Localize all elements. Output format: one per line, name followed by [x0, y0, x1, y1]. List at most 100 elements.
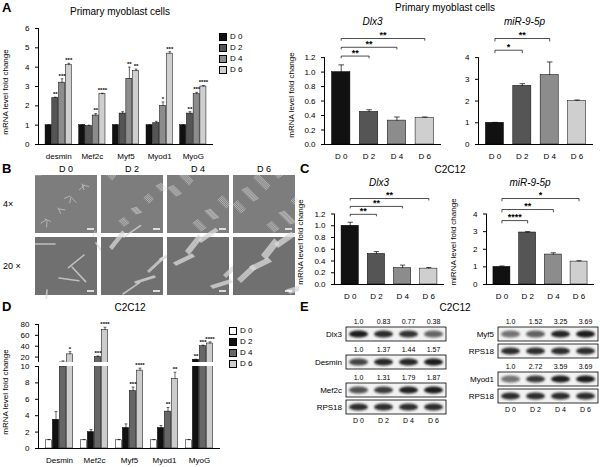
svg-text:D 0: D 0: [505, 406, 516, 413]
svg-text:0: 0: [25, 140, 30, 149]
svg-text:**: **: [166, 401, 171, 407]
svg-text:1.0: 1.0: [506, 318, 516, 325]
svg-text:0.4: 0.4: [304, 111, 316, 120]
svg-text:****: ****: [135, 362, 145, 368]
svg-text:Mef2c: Mef2c: [320, 386, 342, 395]
svg-text:3: 3: [465, 75, 470, 84]
svg-text:D 2: D 2: [516, 152, 529, 161]
svg-text:1.0: 1.0: [314, 221, 326, 230]
svg-text:RPS18: RPS18: [469, 347, 495, 356]
svg-text:6: 6: [25, 24, 30, 33]
svg-text:Desmin: Desmin: [315, 358, 342, 367]
svg-text:2: 2: [465, 97, 470, 106]
svg-text:80: 80: [21, 320, 30, 329]
svg-text:D 4: D 4: [543, 152, 556, 161]
svg-text:0.38: 0.38: [427, 318, 441, 325]
svg-text:1: 1: [25, 121, 30, 130]
svg-text:D 0: D 0: [489, 152, 502, 161]
svg-text:***: ***: [94, 350, 102, 356]
svg-text:D 4: D 4: [547, 292, 560, 301]
svg-text:1.87: 1.87: [427, 374, 441, 381]
svg-text:D 6: D 6: [428, 417, 439, 424]
svg-text:****: ****: [508, 212, 523, 222]
svg-text:2.72: 2.72: [529, 363, 543, 370]
svg-text:**: **: [373, 198, 381, 208]
svg-text:60: 60: [21, 331, 30, 340]
svg-text:0.6: 0.6: [314, 245, 326, 254]
svg-text:1.0: 1.0: [304, 68, 316, 77]
svg-text:1.79: 1.79: [402, 374, 416, 381]
svg-text:1.52: 1.52: [529, 318, 543, 325]
svg-text:2: 2: [25, 428, 30, 437]
svg-text:3: 3: [25, 82, 30, 91]
svg-text:****: ****: [205, 336, 215, 342]
svg-text:desmin: desmin: [46, 152, 72, 161]
svg-text:0.77: 0.77: [402, 318, 416, 325]
svg-text:Myod1: Myod1: [470, 375, 495, 384]
svg-text:1.2: 1.2: [304, 53, 316, 62]
svg-text:4: 4: [465, 53, 470, 62]
svg-text:1.0: 1.0: [354, 346, 364, 353]
svg-text:**: **: [519, 30, 527, 40]
svg-text:1.31: 1.31: [377, 374, 391, 381]
svg-text:D 6: D 6: [573, 292, 586, 301]
svg-text:***: ***: [129, 381, 137, 387]
svg-text:2: 2: [473, 245, 478, 254]
svg-text:1.37: 1.37: [377, 346, 391, 353]
svg-text:8: 8: [25, 378, 30, 387]
svg-text:**: **: [127, 61, 132, 67]
svg-text:**: **: [524, 201, 532, 211]
svg-text:6: 6: [25, 395, 30, 404]
svg-text:1.0: 1.0: [354, 318, 364, 325]
svg-text:5: 5: [25, 43, 30, 52]
svg-text:0.83: 0.83: [377, 318, 391, 325]
svg-text:0.0: 0.0: [304, 140, 316, 149]
svg-text:*: *: [539, 190, 543, 200]
svg-text:D 2: D 2: [363, 152, 376, 161]
svg-text:**: **: [93, 107, 98, 113]
svg-text:**: **: [360, 206, 368, 216]
svg-text:20: 20: [21, 353, 30, 362]
svg-text:****: ****: [199, 79, 209, 85]
svg-text:***: ***: [59, 73, 67, 79]
svg-text:1.0: 1.0: [506, 363, 516, 370]
svg-text:3.69: 3.69: [579, 318, 593, 325]
svg-text:D 0: D 0: [335, 152, 348, 161]
svg-text:3.25: 3.25: [554, 318, 568, 325]
svg-text:Myf5: Myf5: [117, 152, 135, 161]
svg-text:1: 1: [465, 118, 470, 127]
svg-text:*: *: [69, 346, 72, 352]
svg-text:D 2: D 2: [521, 292, 534, 301]
svg-text:D 0: D 0: [344, 292, 357, 301]
svg-text:D 6: D 6: [571, 152, 584, 161]
svg-text:Myf5: Myf5: [477, 330, 495, 339]
svg-text:1: 1: [473, 262, 478, 271]
svg-text:4: 4: [25, 411, 30, 420]
svg-text:Mef2c: Mef2c: [84, 456, 106, 465]
svg-text:*: *: [507, 42, 511, 52]
svg-text:Myf5: Myf5: [121, 456, 139, 465]
svg-text:D 0: D 0: [353, 417, 364, 424]
svg-text:**: **: [173, 366, 178, 372]
svg-text:2: 2: [25, 101, 30, 110]
svg-text:Mef2c: Mef2c: [81, 152, 103, 161]
svg-text:RPS18: RPS18: [469, 392, 495, 401]
svg-text:MyoG: MyoG: [189, 456, 210, 465]
svg-text:4: 4: [473, 210, 478, 219]
svg-text:MyoG: MyoG: [183, 152, 204, 161]
svg-text:D 6: D 6: [580, 406, 591, 413]
svg-text:1.44: 1.44: [402, 346, 416, 353]
svg-text:D 4: D 4: [403, 417, 414, 424]
svg-text:D 4: D 4: [396, 292, 409, 301]
svg-text:0: 0: [25, 444, 30, 453]
svg-text:3.59: 3.59: [554, 363, 568, 370]
svg-text:*: *: [162, 96, 165, 102]
svg-text:4: 4: [25, 63, 30, 72]
svg-text:**: **: [188, 106, 193, 112]
svg-text:****: ****: [100, 321, 110, 327]
svg-text:**: **: [366, 39, 374, 49]
svg-text:***: ***: [193, 86, 201, 92]
svg-text:0.8: 0.8: [314, 233, 326, 242]
svg-text:1.0: 1.0: [354, 374, 364, 381]
svg-text:Dlx3: Dlx3: [326, 330, 343, 339]
